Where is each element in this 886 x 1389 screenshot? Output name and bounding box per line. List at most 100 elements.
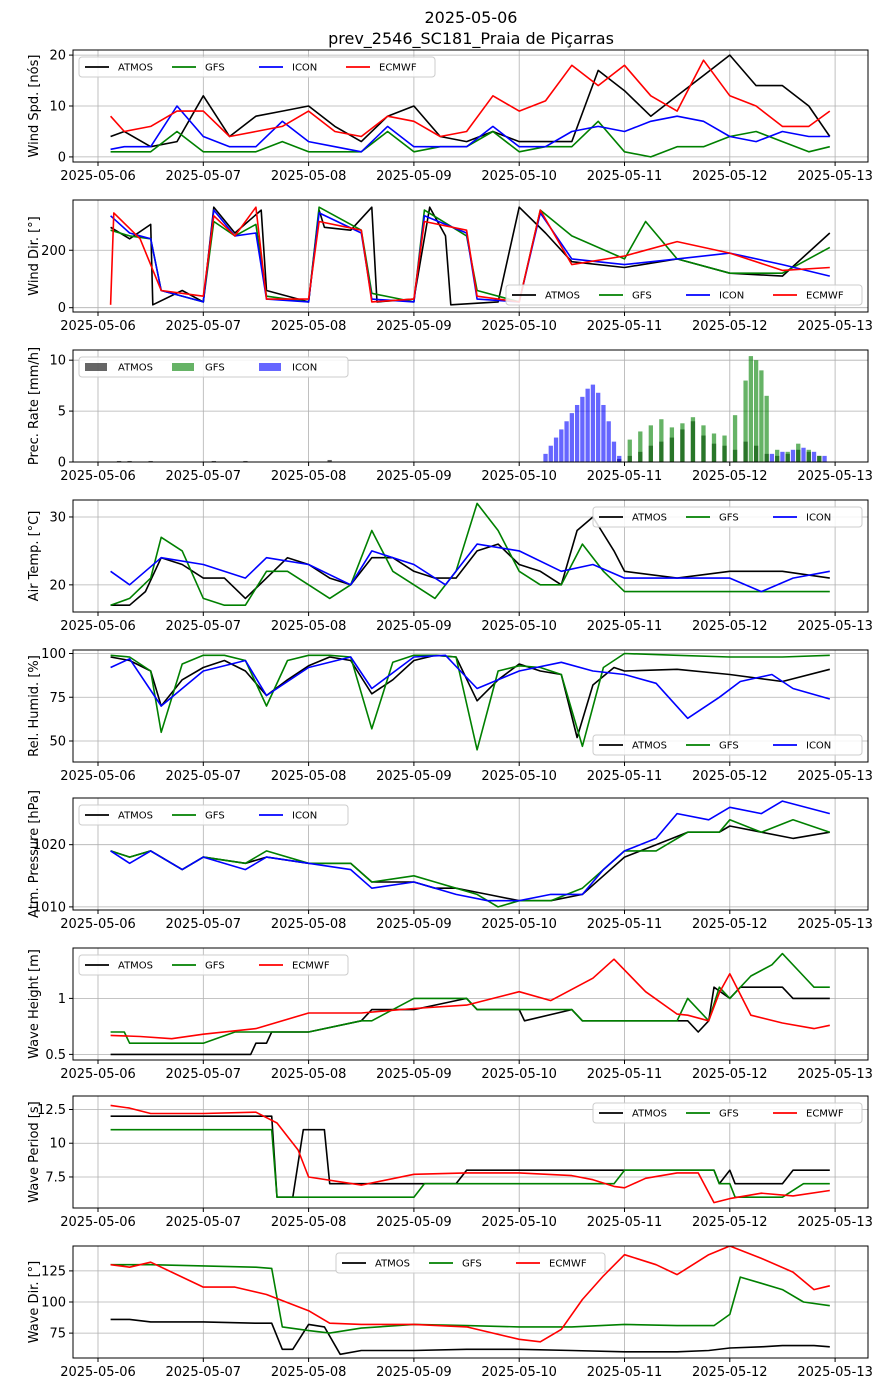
- panel-9: 2025-05-06 2025-05-07 2025-05-08 2025-05-09…: [27, 1245, 873, 1380]
- y-axis-label: Wind Dir. [°]: [27, 216, 42, 296]
- series-icon: [543, 384, 827, 462]
- bar-gfs: [796, 443, 801, 462]
- x-tick-label: 2025-05-12: [692, 1365, 768, 1380]
- panel-4: 2025-05-06 2025-05-07 2025-05-08 2025-05-09…: [27, 499, 873, 634]
- x-tick-label: 2025-05-08: [271, 169, 347, 184]
- x-tick-label: 2025-05-06: [60, 1365, 136, 1380]
- x-tick-label: 2025-05-11: [587, 469, 663, 484]
- x-tick-label: 2025-05-09: [376, 1215, 452, 1230]
- bar-gfs: [775, 449, 780, 462]
- y-tick-label: 10: [49, 354, 66, 369]
- y-tick-label: 20: [49, 49, 66, 64]
- y-tick-label: 10: [49, 100, 66, 115]
- x-tick-label: 2025-05-06: [60, 469, 136, 484]
- bar-icon: [617, 455, 622, 462]
- legend: ATMOS GFS ECMWF: [78, 954, 349, 976]
- legend: ATMOS GFS ICON ECMWF: [505, 284, 863, 306]
- y-tick-label: 0.5: [45, 1048, 66, 1063]
- line-gfs: [110, 1128, 830, 1198]
- bar-atmos: [211, 460, 216, 462]
- bar-gfs: [806, 449, 811, 462]
- legend: ATMOS GFS ICON: [592, 506, 863, 528]
- line-atmos: [110, 54, 831, 148]
- legend-label-atmos: ATMOS: [632, 741, 667, 752]
- legend-box: [592, 734, 863, 756]
- legend-label-icon: ICON: [719, 291, 744, 302]
- y-tick-label: 75: [49, 1327, 66, 1342]
- legend-label-ecmwf: ECMWF: [549, 1259, 587, 1270]
- y-tick-label: 10: [49, 1137, 66, 1152]
- line-atmos: [110, 206, 831, 306]
- y-tick-label: 50: [49, 735, 66, 750]
- x-tick-label: 2025-05-13: [797, 1215, 873, 1230]
- line-icon: [110, 800, 831, 902]
- bar-gfs: [817, 455, 822, 462]
- axes-frame: [72, 1095, 869, 1209]
- plot-area: [110, 800, 831, 908]
- plot-area: [110, 952, 830, 1056]
- legend-label-ecmwf: ECMWF: [806, 291, 844, 302]
- x-tick-label: 2025-05-12: [692, 769, 768, 784]
- x-tick-label: 2025-05-11: [587, 917, 663, 932]
- plot-area: [110, 1104, 830, 1204]
- bar-atmos: [127, 460, 132, 462]
- legend-box: [505, 284, 863, 306]
- legend: ATMOS GFS ECMWF: [592, 1102, 863, 1124]
- x-tick-label: 2025-05-11: [587, 1215, 663, 1230]
- line-ecmwf: [110, 1246, 830, 1343]
- legend-label-gfs: GFS: [632, 291, 652, 302]
- line-icon: [110, 654, 831, 720]
- y-tick-label: 1: [58, 992, 66, 1007]
- bar-gfs: [748, 356, 754, 462]
- panel-5: 2025-05-06 2025-05-07 2025-05-08 2025-05-09…: [27, 647, 873, 784]
- axes-frame: [72, 649, 869, 763]
- axes-frame: [72, 797, 869, 911]
- bar-icon: [606, 421, 611, 462]
- legend-swatch-icon: [259, 363, 281, 371]
- legend-label-gfs: GFS: [205, 961, 225, 972]
- x-tick-label: 2025-05-06: [60, 319, 136, 334]
- y-tick-label: 20: [49, 578, 66, 593]
- bar-gfs: [753, 360, 759, 462]
- bar-gfs: [743, 380, 748, 462]
- bar-gfs: [711, 433, 717, 462]
- y-axis-label: Wind Spd. [nós]: [27, 55, 42, 158]
- bar-icon: [548, 445, 553, 462]
- line-gfs: [110, 819, 831, 908]
- bar-gfs: [690, 417, 696, 462]
- bar-icon: [611, 441, 617, 462]
- x-tick-label: 2025-05-09: [376, 469, 452, 484]
- x-tick-label: 2025-05-13: [797, 469, 873, 484]
- x-tick-label: 2025-05-12: [692, 917, 768, 932]
- legend-label-atmos: ATMOS: [118, 811, 153, 822]
- x-tick-label: 2025-05-13: [797, 319, 873, 334]
- bar-icon: [790, 449, 796, 462]
- legend: ATMOS GFS ICON: [78, 356, 349, 378]
- bar-icon: [601, 404, 606, 462]
- line-gfs: [110, 952, 830, 1044]
- plot-area: [110, 502, 830, 606]
- bar-gfs: [659, 419, 664, 462]
- line-ecmwf: [110, 1104, 830, 1204]
- bar-icon: [553, 437, 559, 462]
- bar-icon: [590, 384, 596, 462]
- x-tick-label: 2025-05-07: [166, 1215, 242, 1230]
- x-tick-label: 2025-05-12: [692, 1215, 768, 1230]
- legend-label-gfs: GFS: [719, 513, 739, 524]
- y-axis-label: Prec. Rate [mm/h]: [27, 347, 42, 465]
- legend-label-gfs: GFS: [719, 741, 739, 752]
- x-tick-label: 2025-05-11: [587, 1365, 663, 1380]
- plot-area: [110, 652, 831, 751]
- panel-6: 2025-05-06 2025-05-07 2025-05-08 2025-05-09…: [27, 790, 873, 932]
- line-atmos: [110, 654, 830, 739]
- line-gfs: [110, 652, 830, 751]
- legend-label-gfs: GFS: [205, 63, 225, 74]
- x-tick-label: 2025-05-09: [376, 1365, 452, 1380]
- bar-icon: [769, 453, 775, 462]
- bar-gfs: [680, 423, 685, 462]
- axes-frame: [72, 947, 869, 1061]
- x-tick-label: 2025-05-07: [166, 1365, 242, 1380]
- line-atmos: [110, 516, 830, 606]
- bar-atmos: [243, 460, 248, 462]
